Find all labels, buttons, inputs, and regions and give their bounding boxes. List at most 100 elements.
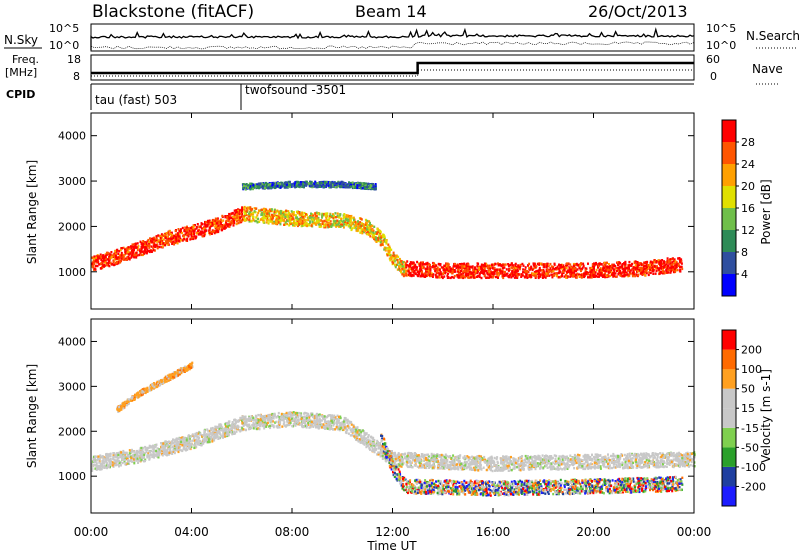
power-plot — [91, 180, 684, 280]
data-cell — [183, 238, 186, 241]
data-cell — [305, 426, 308, 429]
data-cell — [589, 272, 592, 275]
data-cell — [548, 270, 551, 274]
data-cell — [545, 274, 548, 278]
data-cell — [676, 457, 678, 460]
data-cell — [262, 221, 265, 224]
data-cell — [126, 248, 129, 252]
data-cell — [575, 276, 578, 279]
data-cell — [438, 273, 441, 277]
data-cell — [382, 239, 385, 242]
data-cell — [112, 259, 115, 262]
data-cell — [287, 184, 290, 187]
colorbar-cell — [722, 230, 736, 252]
data-cell — [350, 214, 353, 218]
data-cell — [220, 227, 223, 230]
data-cell — [159, 240, 162, 244]
colorbar-tick-label: 4 — [741, 268, 748, 281]
data-cell — [309, 425, 312, 429]
data-cell — [170, 236, 172, 239]
data-cell — [635, 273, 638, 276]
data-cell — [355, 183, 357, 186]
data-cell — [186, 228, 189, 231]
data-cell — [614, 272, 617, 275]
data-cell — [565, 276, 568, 279]
data-cell — [593, 262, 595, 265]
data-cell — [185, 232, 188, 235]
data-cell — [514, 266, 517, 270]
data-cell — [443, 275, 446, 278]
data-cell — [671, 454, 674, 457]
data-cell — [333, 182, 336, 185]
data-cell — [368, 223, 371, 227]
data-cell — [360, 182, 363, 185]
data-cell — [278, 210, 281, 214]
data-cell — [419, 270, 422, 273]
data-cell — [130, 247, 133, 250]
data-cell — [304, 215, 307, 218]
data-cell — [606, 261, 608, 264]
data-cell — [609, 267, 612, 270]
data-cell — [649, 261, 652, 265]
data-cell — [561, 270, 564, 273]
data-cell — [379, 237, 382, 241]
data-cell — [529, 267, 532, 270]
data-cell — [409, 263, 411, 266]
data-cell — [195, 227, 198, 230]
data-cell — [339, 213, 342, 216]
data-cell — [541, 263, 544, 266]
data-cell — [117, 256, 120, 259]
data-cell — [340, 185, 343, 189]
data-cell — [267, 219, 270, 222]
data-cell — [449, 270, 452, 273]
data-cell — [181, 239, 184, 242]
data-cell — [436, 268, 439, 272]
data-cell — [412, 274, 415, 277]
data-cell — [623, 264, 626, 267]
data-cell — [668, 268, 671, 272]
data-cell — [598, 275, 600, 278]
data-cell — [347, 219, 350, 223]
data-cell — [252, 215, 255, 219]
data-cell — [463, 270, 466, 273]
data-cell — [571, 266, 574, 270]
data-cell — [528, 262, 531, 266]
data-cell — [321, 222, 324, 225]
data-cell — [289, 183, 292, 187]
data-cell — [247, 206, 250, 210]
data-cell — [472, 268, 475, 272]
data-cell — [376, 236, 379, 240]
data-cell — [370, 225, 373, 228]
data-cell — [155, 244, 157, 247]
data-cell — [673, 258, 676, 261]
data-cell — [371, 228, 374, 232]
data-cell — [298, 220, 301, 223]
data-cell — [594, 271, 597, 274]
data-cell — [337, 181, 340, 185]
data-cell — [391, 260, 394, 264]
data-cell — [305, 222, 308, 225]
data-cell — [248, 218, 251, 222]
data-cell — [543, 275, 546, 278]
data-cell — [415, 268, 418, 271]
data-cell — [363, 187, 366, 190]
data-cell — [313, 221, 316, 225]
data-cell — [405, 274, 408, 277]
data-cell — [372, 231, 375, 235]
data-cell — [580, 276, 583, 279]
data-cell — [417, 270, 420, 273]
data-cell — [578, 273, 580, 276]
data-cell — [366, 233, 369, 236]
data-cell — [212, 224, 215, 227]
data-cell — [296, 184, 299, 187]
data-cell — [283, 223, 286, 226]
data-cell — [237, 221, 240, 225]
data-cell — [313, 182, 316, 186]
data-cell — [492, 263, 495, 266]
data-cell — [165, 232, 168, 235]
data-cell — [192, 235, 194, 239]
data-cell — [108, 264, 111, 268]
data-cell — [591, 263, 594, 266]
data-cell — [440, 275, 443, 278]
data-cell — [160, 233, 163, 236]
